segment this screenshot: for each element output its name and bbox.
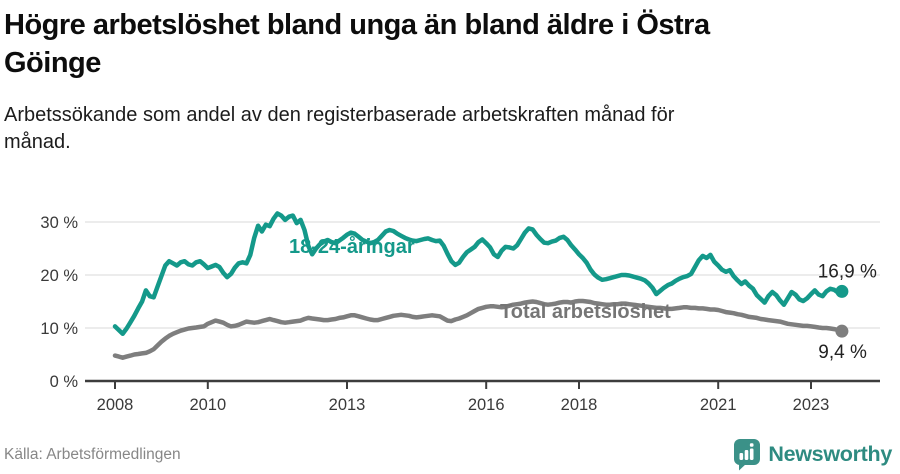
y-tick-label: 20 % bbox=[40, 267, 78, 285]
subtitle-line-2: månad. bbox=[4, 131, 71, 153]
x-tick-label: 2008 bbox=[97, 396, 134, 414]
y-tick-label: 30 % bbox=[40, 214, 78, 232]
subtitle-line-1: Arbetssökande som andel av den registerb… bbox=[4, 104, 675, 126]
logo-dot bbox=[750, 443, 754, 447]
gridlines bbox=[85, 221, 880, 329]
x-tick-label: 2021 bbox=[700, 396, 737, 414]
series-line-1 bbox=[112, 298, 845, 360]
x-axis bbox=[85, 379, 880, 389]
title-line-1: Högre arbetslöshet bland unga än bland ä… bbox=[4, 9, 710, 41]
series-end-label-1: 9,4 % bbox=[818, 342, 867, 363]
series-line-0 bbox=[112, 211, 845, 337]
x-tick-label: 2010 bbox=[189, 396, 226, 414]
page-title: Högre arbetslöshet bland unga än bland ä… bbox=[4, 6, 900, 83]
series-end-label-0: 16,9 % bbox=[818, 261, 877, 282]
brand-name: Newsworthy bbox=[768, 442, 892, 466]
y-axis-labels: 0 % 10 % 20 % 30 % bbox=[40, 214, 78, 391]
x-tick-label: 2013 bbox=[329, 396, 366, 414]
logo-bar-mid bbox=[745, 450, 749, 460]
newsworthy-icon bbox=[734, 439, 761, 471]
series-name-label-1: Total arbetslöshet bbox=[500, 301, 671, 323]
series-end-dot-1 bbox=[835, 324, 849, 338]
brand-logo: Newsworthy bbox=[733, 438, 892, 471]
x-tick-label: 2018 bbox=[561, 396, 598, 414]
line-chart: 0 % 10 % 20 % 30 % 2008 2010 2013 2016 2018 2021… bbox=[40, 211, 880, 414]
x-tick-label: 2023 bbox=[793, 396, 830, 414]
x-tick-label: 2016 bbox=[468, 396, 505, 414]
series-name-label-0: 18-24-åringar bbox=[289, 235, 415, 258]
chart-subtitle: Arbetssökande som andel av den registerb… bbox=[4, 102, 864, 156]
source-note: Källa: Arbetsförmedlingen bbox=[4, 446, 181, 463]
title-line-2: Göinge bbox=[4, 47, 101, 80]
series-lines bbox=[112, 211, 849, 360]
logo-bar-short bbox=[739, 453, 744, 460]
logo-bar-tall bbox=[750, 448, 754, 460]
y-tick-label: 10 % bbox=[40, 320, 78, 338]
y-tick-label: 0 % bbox=[50, 373, 79, 391]
x-axis-labels: 2008 2010 2013 2016 2018 2021 2023 bbox=[97, 396, 830, 414]
series-end-dot-0 bbox=[835, 284, 849, 298]
series-labels: 18-24-åringar 16,9 % Total arbetslöshet 9,4… bbox=[289, 235, 877, 363]
